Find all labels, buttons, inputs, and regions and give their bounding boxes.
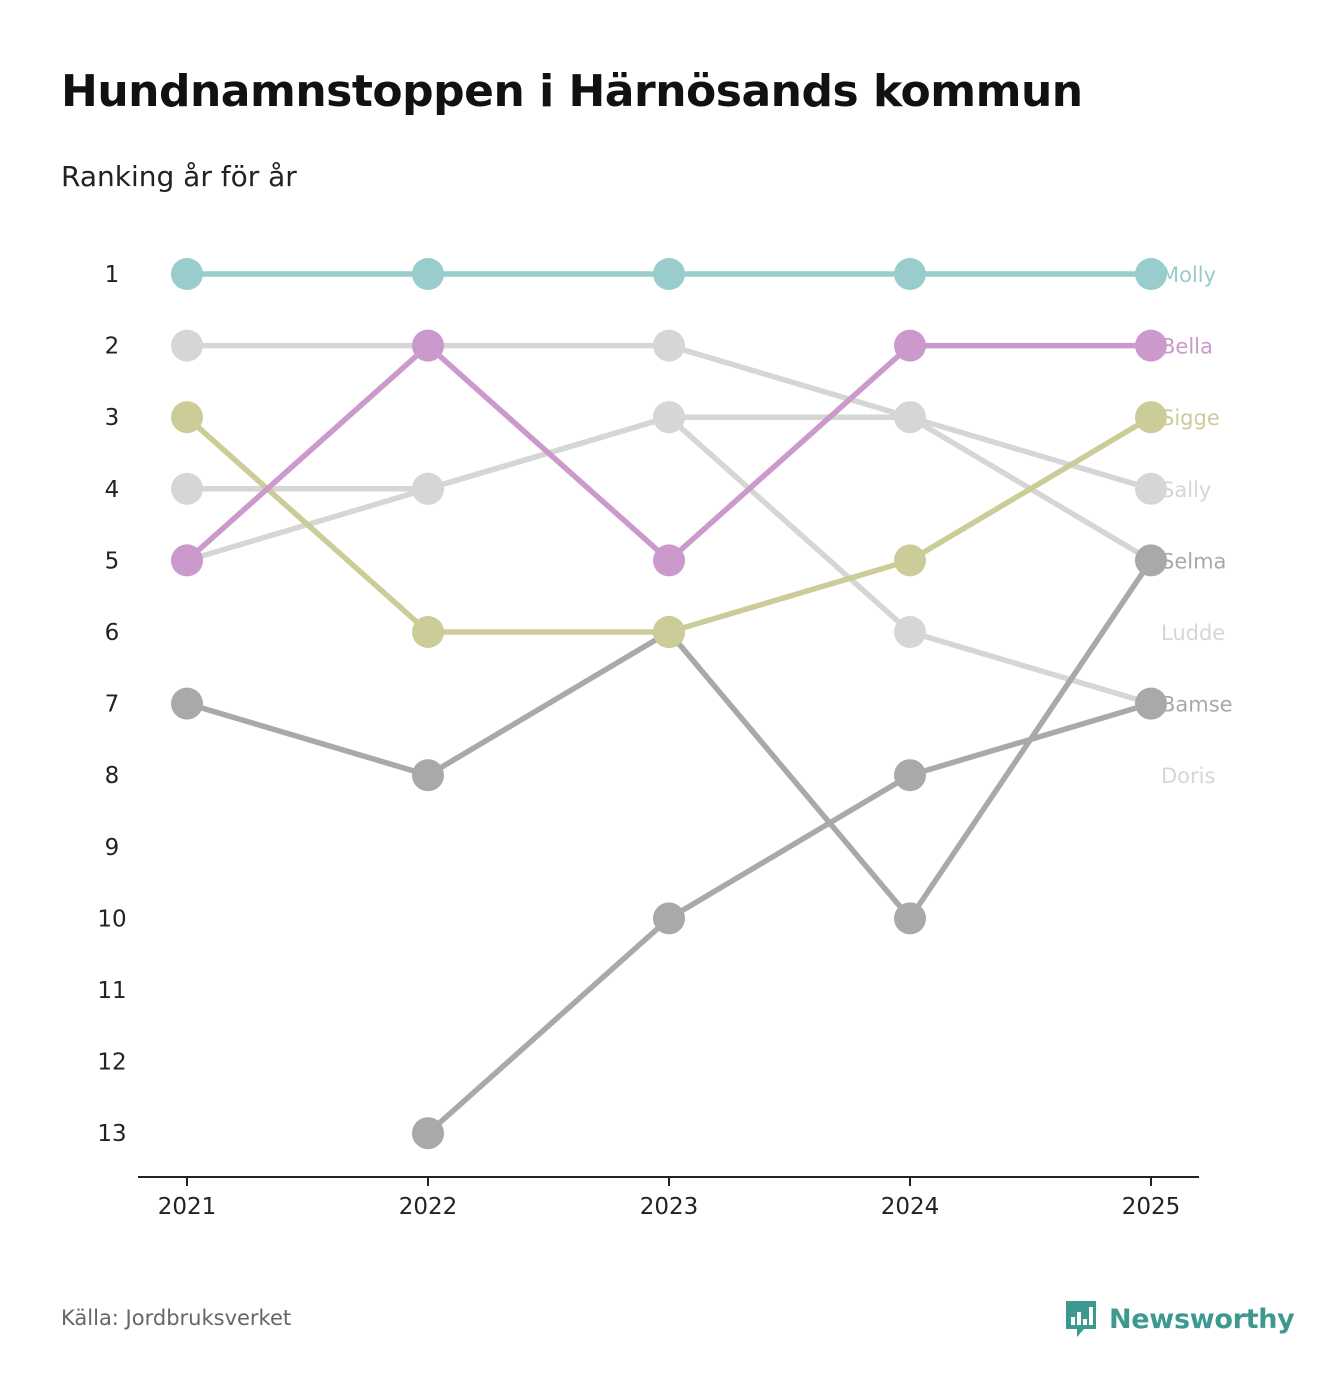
data-point-molly[interactable] [894,258,926,290]
series-line-bamse [184,557,1154,922]
data-point-molly[interactable] [653,258,685,290]
data-point-sigge[interactable] [894,759,926,792]
data-point-ludde[interactable] [894,616,926,648]
data-point-bella[interactable] [894,329,926,362]
data-point-bella[interactable] [1135,329,1167,362]
chart-title: Hundnamnstoppen i Härnösands kommun [61,66,1083,117]
y-tick-label: 13 [97,1121,126,1147]
y-tick-label: 6 [105,620,120,646]
data-point-sigge[interactable] [412,1117,444,1150]
series-line-sally [184,414,1154,564]
brand-name: Newsworthy [1109,1303,1295,1335]
data-point-sigge[interactable] [653,902,685,935]
data-point-bamse[interactable] [412,759,444,792]
end-label-sally: Sally [1161,478,1211,502]
data-point-selma[interactable] [171,329,203,362]
x-tick-label: 2024 [881,1194,940,1220]
series-line-sigge [425,700,1154,1136]
data-point-bamse[interactable] [1135,544,1167,577]
x-tick-label: 2023 [640,1194,699,1220]
data-point-molly[interactable] [171,258,203,290]
data-point-sigge[interactable] [1135,687,1167,720]
data-point-bamse[interactable] [171,687,203,720]
y-tick-label: 2 [105,334,120,360]
x-tick-label: 2025 [1122,1194,1181,1220]
y-tick-label: 3 [105,405,120,431]
x-axis: 2021 2022 2023 2024 2025 [158,1177,1181,1220]
data-point-sally[interactable] [412,472,444,505]
data-point-sally[interactable] [171,472,203,505]
y-tick-label: 4 [105,477,120,503]
y-tick-label: 8 [105,763,120,789]
brand-logo[interactable]: Newsworthy [1063,1298,1295,1340]
y-tick-label: 11 [97,978,126,1004]
data-point-selma[interactable] [894,401,926,434]
end-label-bamse: Bamse [1161,693,1233,717]
y-tick-label: 1 [105,262,120,288]
y-tick-label: 5 [105,548,120,574]
chart-subtitle: Ranking år för år [61,160,297,193]
end-labels: Molly Bella Sigge Sally Selma Ludde Bamse Doris [1161,263,1233,788]
data-point-sigge[interactable] [171,401,203,434]
series-points [171,258,1167,1150]
y-tick-label: 7 [105,692,120,718]
data-point-bella[interactable] [171,544,203,577]
end-label-sigge: Sigge [1161,406,1220,430]
end-label-molly: Molly [1161,263,1216,287]
y-tick-label: 9 [105,835,120,861]
data-point-selma[interactable] [1135,472,1167,505]
data-point-bella[interactable] [412,329,444,362]
data-point-sigge[interactable] [412,616,444,648]
x-tick-label: 2021 [158,1194,217,1220]
end-label-doris: Doris [1161,764,1215,788]
data-point-sigge[interactable] [653,616,685,648]
series-line-bella [184,342,1154,564]
y-tick-label: 12 [97,1050,126,1076]
data-point-bella[interactable] [653,544,685,577]
x-tick-label: 2022 [399,1194,458,1220]
data-point-sigge[interactable] [1135,401,1167,434]
y-tick-label: 10 [97,906,126,932]
end-label-ludde: Ludde [1161,621,1225,645]
data-point-bamse[interactable] [894,902,926,935]
data-point-sigge[interactable] [894,544,926,577]
source-note: Källa: Jordbruksverket [61,1306,292,1330]
data-point-molly[interactable] [412,258,444,290]
data-point-molly[interactable] [1135,258,1167,290]
end-label-bella: Bella [1161,335,1213,359]
data-point-sally[interactable] [653,401,685,434]
end-label-selma: Selma [1161,549,1226,573]
newsworthy-logo-icon [1066,1301,1096,1337]
data-point-selma[interactable] [653,329,685,362]
series-line-sigge [184,414,1154,635]
